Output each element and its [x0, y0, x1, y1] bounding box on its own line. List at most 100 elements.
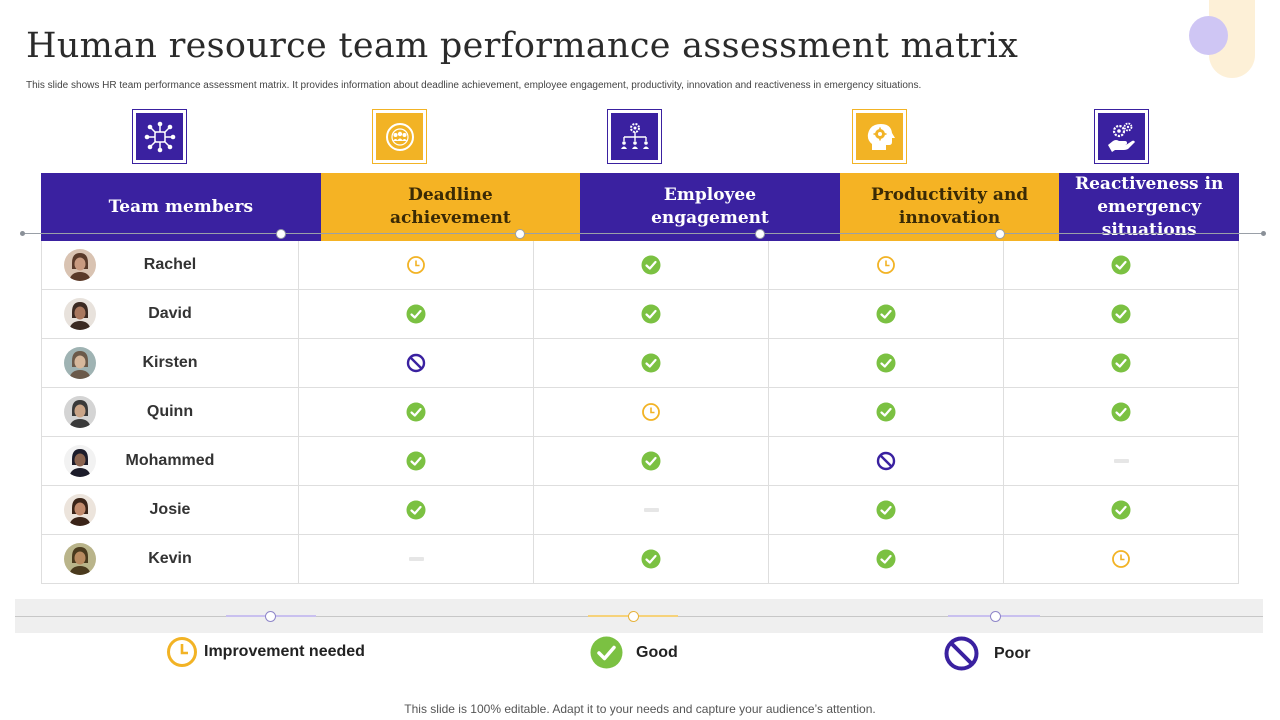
- check-circle-icon: [1111, 255, 1131, 275]
- check-circle-icon: [641, 304, 661, 324]
- status-cell: [299, 486, 534, 534]
- avatar: [64, 249, 96, 281]
- status-cell: [1004, 486, 1239, 534]
- legend-node: [628, 611, 639, 622]
- status-cell: [1004, 437, 1239, 485]
- check-circle-icon: [641, 549, 661, 569]
- check-circle-icon: [641, 451, 661, 471]
- clock-icon: [642, 403, 660, 421]
- assessment-matrix: Team members Deadline achievement Employ…: [41, 173, 1239, 584]
- member-name: Kirsten: [142, 354, 198, 371]
- status-cell: [299, 339, 534, 387]
- header-reactiveness: Reactiveness in emergency situations: [1059, 173, 1239, 241]
- divider-node: [276, 229, 286, 239]
- status-cell: [769, 388, 1004, 436]
- member-name: David: [148, 305, 192, 322]
- clock-icon: [877, 256, 895, 274]
- network-icon: [144, 121, 175, 152]
- avatar: [64, 298, 96, 330]
- check-circle-icon: [406, 500, 426, 520]
- status-cell: [534, 241, 769, 289]
- check-circle-icon: [641, 353, 661, 373]
- legend-good: Good: [590, 636, 678, 669]
- check-circle-icon: [406, 402, 426, 422]
- check-circle-icon: [406, 304, 426, 324]
- member-name: Kevin: [148, 550, 192, 567]
- status-cell: [769, 290, 1004, 338]
- check-circle-icon: [1111, 304, 1131, 324]
- table-row: Josie: [42, 486, 1239, 535]
- status-cell: [769, 437, 1004, 485]
- status-cell: [769, 486, 1004, 534]
- status-cell: [299, 241, 534, 289]
- status-cell: [769, 339, 1004, 387]
- org-chart-gear-icon: [620, 122, 649, 149]
- avatar: [64, 396, 96, 428]
- clock-icon: [167, 637, 197, 667]
- status-cell: [534, 290, 769, 338]
- status-cell: [1004, 241, 1239, 289]
- prohibited-icon: [406, 353, 426, 373]
- status-cell: [769, 535, 1004, 583]
- member-cell: Rachel: [42, 241, 299, 289]
- engagement-icon-box: [607, 109, 662, 164]
- deadline-icon-box: [372, 109, 427, 164]
- avatar: [64, 543, 96, 575]
- member-cell: Quinn: [42, 388, 299, 436]
- hand-gears-icon: [1107, 122, 1135, 152]
- check-circle-icon: [1111, 402, 1131, 422]
- status-cell: [299, 290, 534, 338]
- check-circle-icon: [876, 353, 896, 373]
- member-cell: Mohammed: [42, 437, 299, 485]
- table-row: Mohammed: [42, 437, 1239, 486]
- matrix-body: Rachel David Kirsten Quinn Mohammed Josie Kevi…: [41, 241, 1239, 584]
- header-divider-line: [22, 233, 1264, 234]
- decorative-circle: [1189, 16, 1228, 55]
- prohibited-icon: [876, 451, 896, 471]
- header-productivity-innovation: Productivity and innovation: [839, 173, 1060, 241]
- table-row: Kevin: [42, 535, 1239, 584]
- member-name: Rachel: [143, 256, 197, 273]
- legend-improvement: Improvement needed: [166, 636, 365, 668]
- check-circle-icon: [876, 549, 896, 569]
- clock-icon: [1112, 550, 1130, 568]
- table-row: Rachel: [42, 241, 1239, 290]
- empty-dash: [643, 508, 659, 512]
- page-title: Human resource team performance assessme…: [26, 26, 1019, 66]
- check-circle-icon: [876, 402, 896, 422]
- check-circle-icon: [1111, 500, 1131, 520]
- status-cell: [534, 486, 769, 534]
- legend-improvement-label: Improvement needed: [204, 643, 365, 660]
- member-cell: Josie: [42, 486, 299, 534]
- productivity-icon-box: [852, 109, 907, 164]
- check-circle-icon: [641, 255, 661, 275]
- member-cell: Kevin: [42, 535, 299, 583]
- status-cell: [1004, 290, 1239, 338]
- head-gear-icon: [867, 123, 895, 150]
- check-circle-icon: [1111, 353, 1131, 373]
- status-cell: [299, 437, 534, 485]
- member-cell: Kirsten: [42, 339, 299, 387]
- divider-endpoint: [1261, 231, 1266, 236]
- member-name: Mohammed: [125, 452, 215, 469]
- check-circle-icon: [406, 451, 426, 471]
- header-employee-engagement: Employee engagement: [580, 173, 840, 241]
- legend-good-label: Good: [636, 643, 678, 661]
- matrix-header: Team members Deadline achievement Employ…: [41, 173, 1239, 241]
- reactiveness-icon-box: [1094, 109, 1149, 164]
- divider-node: [755, 229, 765, 239]
- status-cell: [1004, 535, 1239, 583]
- table-row: David: [42, 290, 1239, 339]
- avatar: [64, 347, 96, 379]
- table-row: Kirsten: [42, 339, 1239, 388]
- check-circle-icon: [876, 304, 896, 324]
- legend-node: [265, 611, 276, 622]
- status-cell: [534, 388, 769, 436]
- avatar: [64, 445, 96, 477]
- status-cell: [534, 535, 769, 583]
- status-cell: [769, 241, 1004, 289]
- empty-dash: [1113, 459, 1129, 463]
- check-circle-icon: [590, 636, 623, 669]
- legend-node: [990, 611, 1001, 622]
- page-subtitle: This slide shows HR team performance ass…: [26, 80, 922, 91]
